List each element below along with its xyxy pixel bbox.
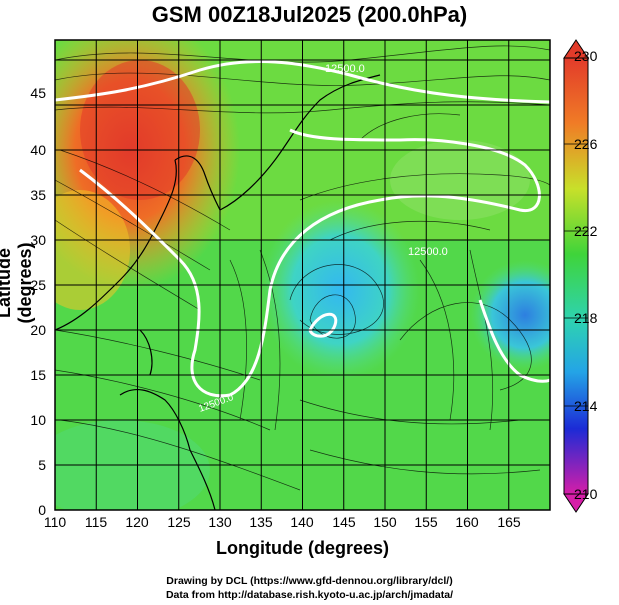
y-tick-label: 10 [30,412,46,428]
x-tick-label: 165 [497,514,521,530]
y-tick-label: 15 [30,367,46,383]
lat-lon-grid [55,40,550,510]
x-tick-label: 120 [125,514,149,530]
x-axis-label: Longitude (degrees) [215,538,389,558]
colorbar-tick-label: 218 [574,310,598,326]
colorbar-tick-label: 226 [574,136,598,152]
colorbar-tick-label: 222 [574,223,598,239]
coastlines [55,74,381,510]
x-tick-label: 115 [84,514,108,530]
x-tick-label: 135 [249,514,273,530]
x-tick-label: 145 [332,514,356,530]
y-tick-label: 5 [38,457,46,473]
temperature-field [55,40,550,510]
x-tick-label: 130 [208,514,232,530]
x-tick-label: 160 [455,514,479,530]
y-tick-label: 45 [30,85,46,101]
height-contours [55,60,550,398]
y-tick-label: 30 [30,232,46,248]
x-tick-label: 125 [167,514,191,530]
y-tick-label: 40 [30,142,46,158]
colorbar [563,39,589,513]
y-tick-label: 0 [38,502,46,518]
x-tick-label: 155 [414,514,438,530]
credit-drawing: Drawing by DCL (https://www.gfd-dennou.o… [166,575,453,587]
map-title: GSM 00Z18Jul2025 (200.0hPa) [151,2,468,27]
contour-label: 12500.0 [408,246,448,258]
credit-data: Data from http://database.rish.kyoto-u.a… [165,589,454,601]
colorbar-tick-label: 210 [574,486,598,502]
x-tick-label: 150 [373,514,397,530]
y-tick-label: 35 [30,187,46,203]
contour-label: 12500.0 [325,63,365,75]
colorbar-tick-label: 214 [574,398,598,414]
x-tick-label: 110 [43,514,67,530]
y-tick-label: 25 [30,277,46,293]
x-tick-label: 140 [290,514,314,530]
y-axis-label: Latitude (degrees) [0,242,35,324]
plot-frame [54,39,551,511]
colorbar-tick-label: 230 [574,48,598,64]
y-tick-label: 20 [30,322,46,338]
